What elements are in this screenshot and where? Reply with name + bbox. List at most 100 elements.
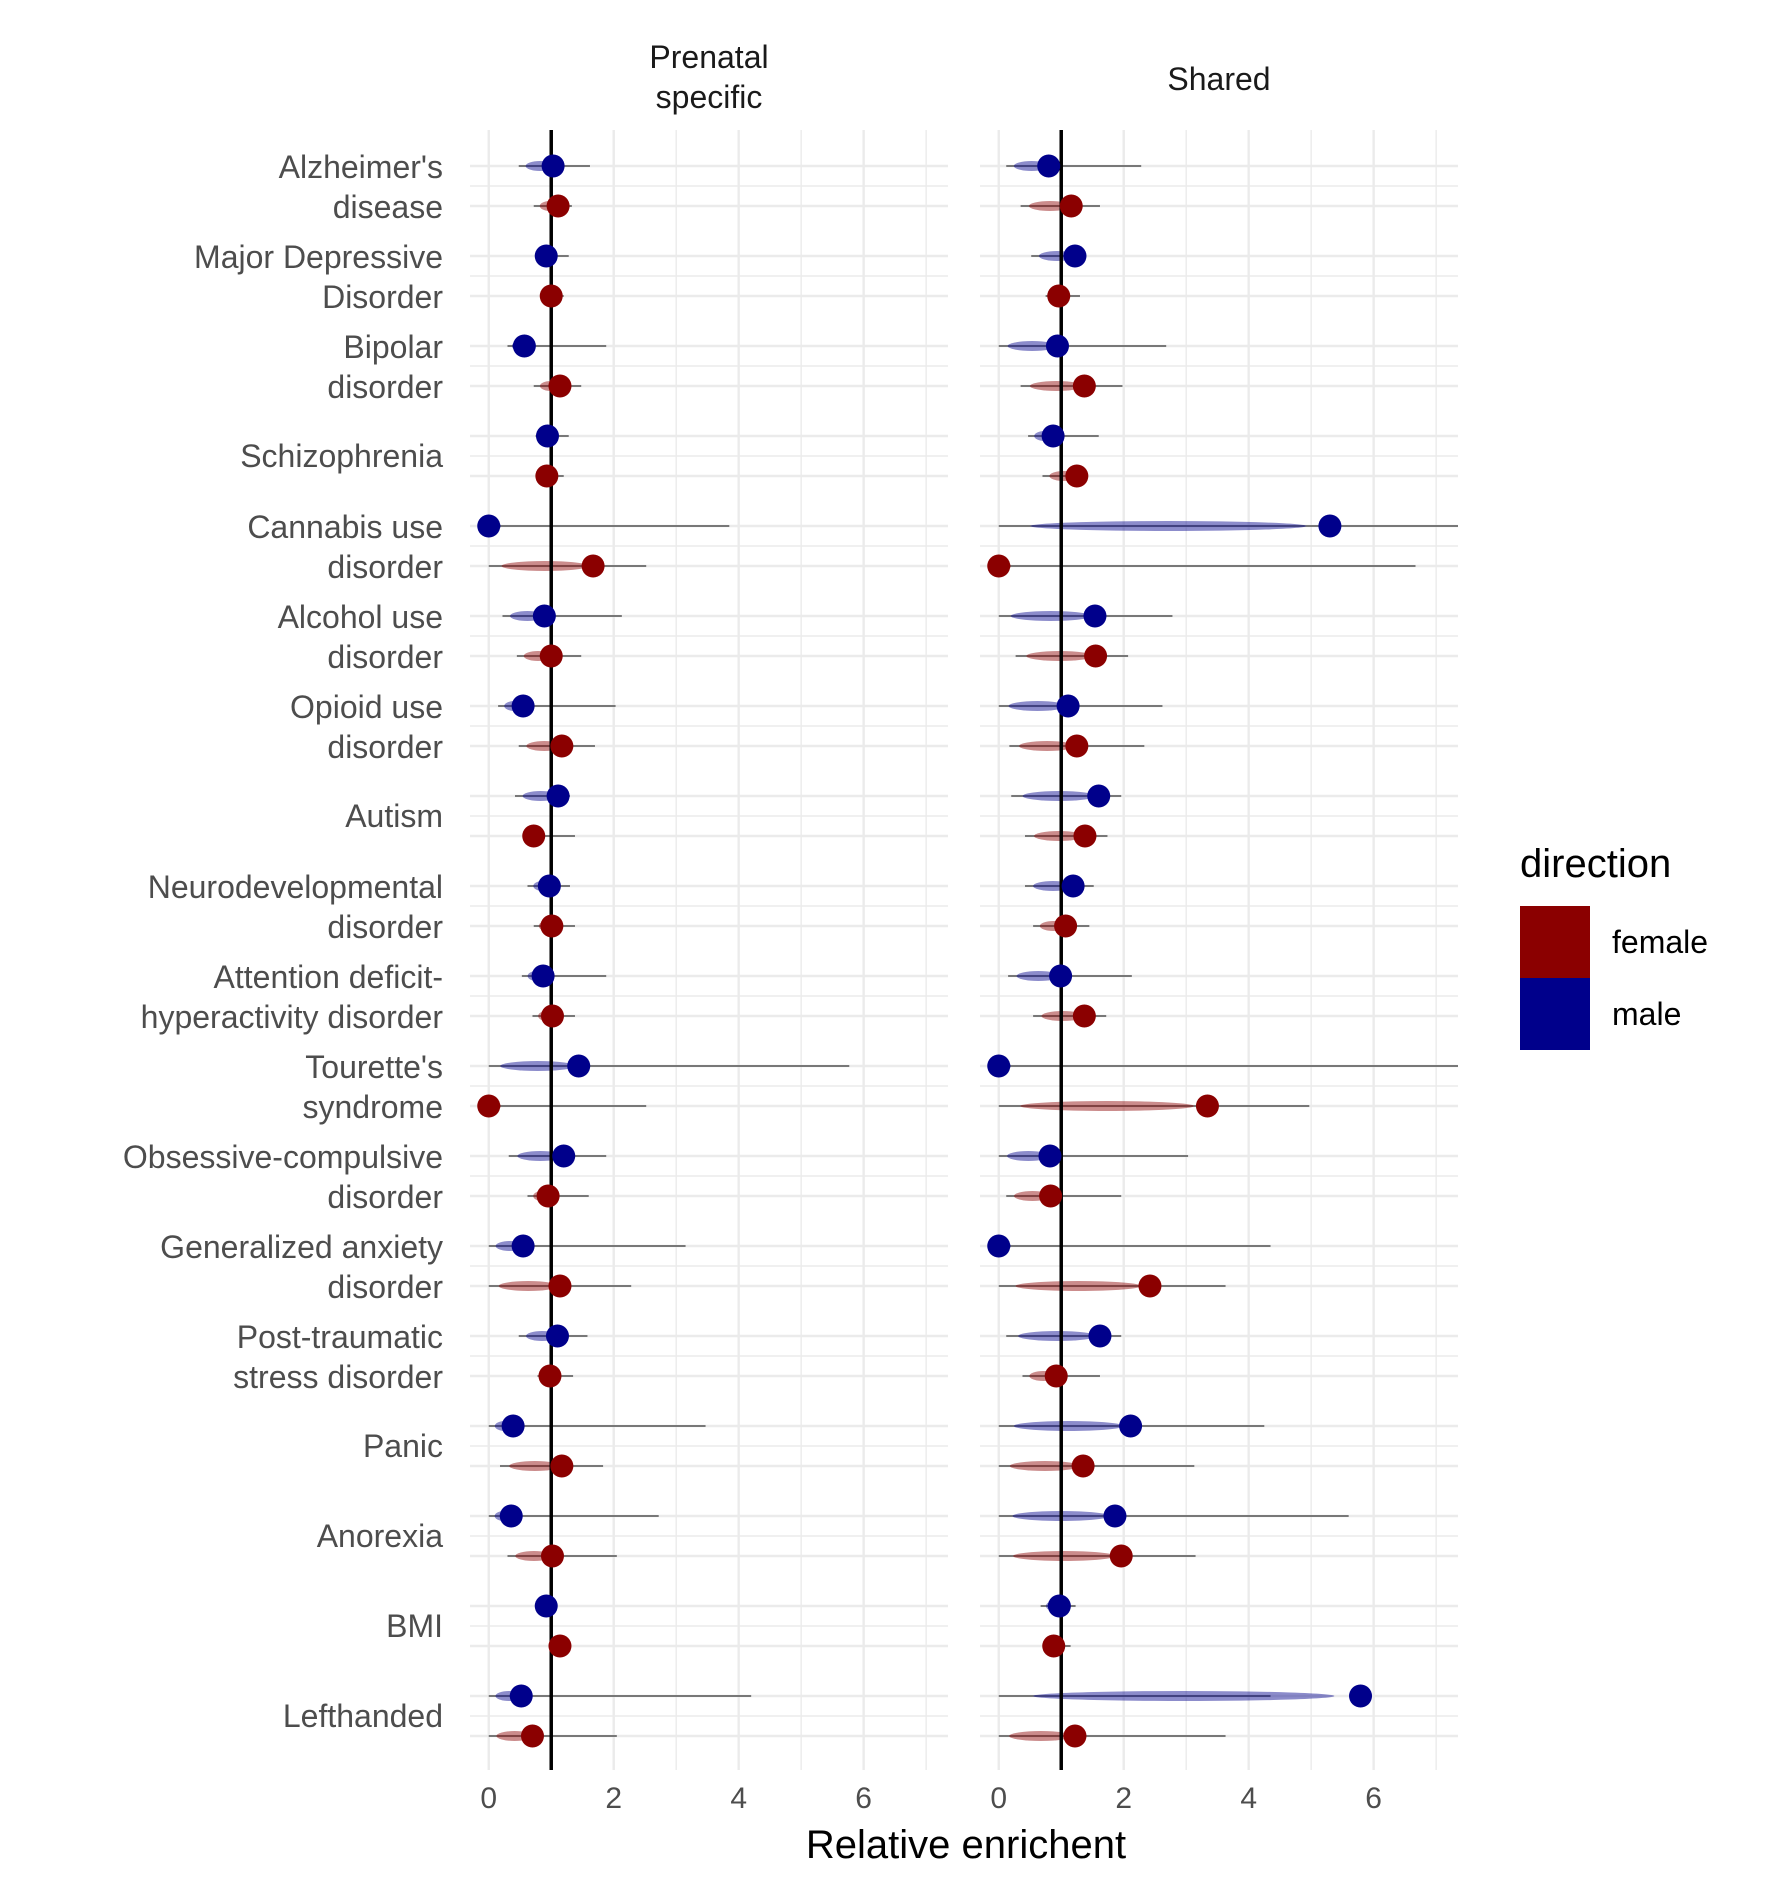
x-tick-label: 4 — [1240, 1782, 1257, 1815]
data-point-female — [1039, 1184, 1063, 1208]
facet-titles: Prenatal specific Shared — [649, 39, 1270, 115]
data-point-male — [509, 1684, 533, 1708]
data-point-male — [499, 1504, 523, 1528]
data-point-male — [1038, 1144, 1062, 1168]
data-point-female — [540, 1004, 564, 1028]
y-label-autism: Autism — [345, 798, 443, 834]
density-shape — [498, 1281, 559, 1291]
data-point-female — [477, 1094, 501, 1118]
x-tick-label: 0 — [480, 1782, 497, 1815]
data-point-female — [1054, 914, 1078, 938]
data-point-male — [1119, 1414, 1143, 1438]
data-point-female — [539, 284, 563, 308]
data-point-female — [546, 194, 570, 218]
y-label-bmi: BMI — [386, 1608, 443, 1644]
data-point-male — [552, 1144, 576, 1168]
density-shape — [1009, 1461, 1081, 1471]
density-shape — [1022, 791, 1096, 801]
data-point-male — [532, 604, 556, 628]
legend-label-male: male — [1612, 996, 1681, 1032]
data-point-female — [1044, 1364, 1068, 1388]
data-point-female — [540, 1544, 564, 1568]
density-shape — [1010, 611, 1091, 621]
data-point-male — [1088, 1324, 1112, 1348]
data-point-male — [1061, 874, 1085, 898]
y-label-major-depressive-disorder: Major Depressive Disorder — [194, 239, 443, 315]
data-point-female — [538, 1364, 562, 1388]
data-point-female — [1072, 1004, 1096, 1028]
data-point-male — [1083, 604, 1107, 628]
data-point-female — [548, 1274, 572, 1298]
data-point-male — [534, 1594, 558, 1618]
data-point-male — [1037, 154, 1061, 178]
data-point-male — [1103, 1504, 1127, 1528]
y-label-lefthanded: Lefthanded — [283, 1698, 443, 1734]
density-shape — [1009, 1731, 1073, 1741]
data-point-female — [1138, 1274, 1162, 1298]
y-axis-labels: Alzheimer's disease Major Depressive Disord… — [123, 149, 443, 1734]
facet-title-prenatal-specific: Prenatal specific — [649, 39, 768, 115]
reference-lines — [549, 130, 1063, 1770]
x-tick-label: 0 — [990, 1782, 1007, 1815]
data-point-male — [1045, 334, 1069, 358]
x-axis-title: Relative enrichent — [806, 1823, 1126, 1867]
density-shape — [1030, 521, 1307, 531]
data-point-female — [522, 824, 546, 848]
data-point-male — [537, 874, 561, 898]
density-shape — [1007, 341, 1057, 351]
y-label-opioid-use-disorder: Opioid use disorder — [290, 689, 443, 765]
data-point-male — [541, 154, 565, 178]
density-shape — [1012, 1551, 1116, 1561]
data-point-male — [1049, 964, 1073, 988]
data-point-male — [1056, 694, 1080, 718]
data-point-male — [1349, 1684, 1373, 1708]
y-label-bipolar-disorder: Bipolar disorder — [327, 329, 443, 405]
y-label-generalized-anxiety-disorder: Generalized anxiety disorder — [160, 1229, 443, 1305]
y-label-neurodevelopmental-disorder: Neurodevelopmental disorder — [148, 869, 444, 945]
range-segments — [484, 161, 1458, 1741]
data-point-female — [1072, 374, 1096, 398]
density-shape — [1020, 1101, 1195, 1111]
x-axis-ticks: 0 2 4 6 0 2 4 6 — [480, 1782, 1382, 1815]
data-point-male — [531, 964, 555, 988]
density-shape — [1029, 381, 1084, 391]
data-point-male — [567, 1054, 591, 1078]
y-label-panic: Panic — [363, 1428, 443, 1464]
data-point-female — [1065, 734, 1089, 758]
density-shape — [1032, 1691, 1335, 1701]
data-point-male — [511, 1234, 535, 1258]
data-point-female — [550, 1454, 574, 1478]
data-point-male — [535, 424, 559, 448]
density-shape — [1008, 701, 1067, 711]
data-point-male — [987, 1234, 1011, 1258]
data-point-female — [1063, 1724, 1087, 1748]
data-point-female — [540, 914, 564, 938]
density-shape — [1033, 831, 1084, 841]
data-point-female — [548, 374, 572, 398]
data-point-male — [477, 514, 501, 538]
data-point-male — [1087, 784, 1111, 808]
density-shape — [501, 561, 589, 571]
y-label-anorexia: Anorexia — [317, 1518, 444, 1554]
data-point-female — [548, 1634, 572, 1658]
y-label-obsessive-compulsive-disorder: Obsessive-compulsive disorder — [123, 1139, 443, 1215]
facet-title-shared: Shared — [1167, 61, 1270, 97]
x-tick-label: 2 — [1115, 1782, 1132, 1815]
data-points — [477, 154, 1373, 1748]
data-point-female — [1047, 284, 1071, 308]
legend: direction female male — [1520, 842, 1708, 1050]
y-label-tourette-s-syndrome: Tourette's syndrome — [303, 1049, 444, 1125]
data-point-male — [534, 244, 558, 268]
gridlines — [470, 130, 1458, 1770]
legend-title: direction — [1520, 842, 1671, 886]
data-point-female — [550, 734, 574, 758]
data-point-male — [545, 1324, 569, 1348]
x-tick-label: 4 — [730, 1782, 747, 1815]
data-point-female — [1073, 824, 1097, 848]
data-point-male — [512, 334, 536, 358]
data-point-female — [1071, 1454, 1095, 1478]
data-point-male — [1063, 244, 1087, 268]
data-point-male — [1318, 514, 1342, 538]
density-shape — [1016, 971, 1061, 981]
